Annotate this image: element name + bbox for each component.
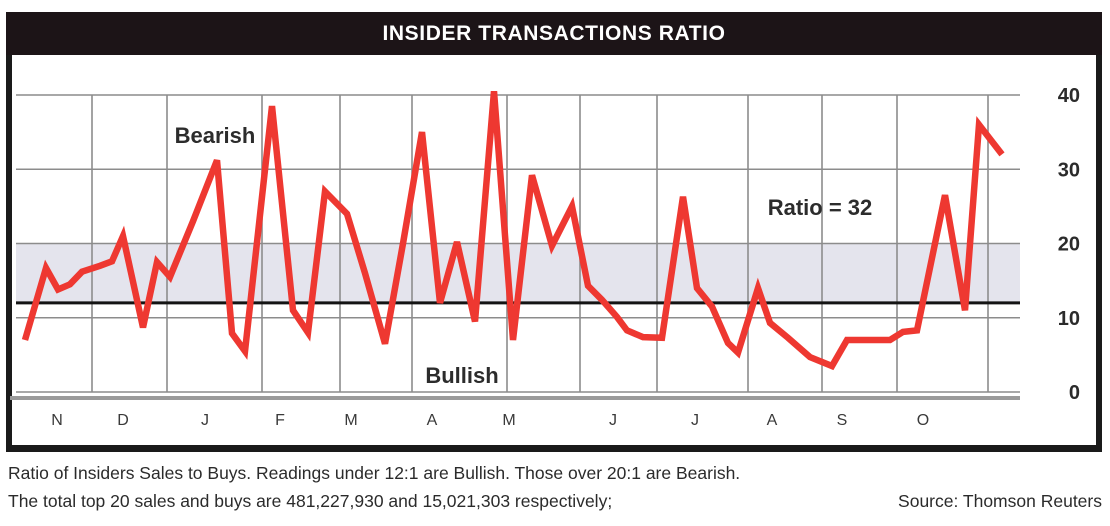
y-tick-label: 30: [1058, 159, 1080, 181]
x-month-label: J: [201, 412, 209, 429]
annotation-ratio-32: Ratio = 32: [768, 195, 873, 220]
ratio-line: [21, 91, 1005, 371]
chart-title-bar: INSIDER TRANSACTIONS RATIO: [6, 12, 1102, 55]
x-month-label: N: [51, 412, 63, 429]
x-month-label: S: [837, 412, 848, 429]
y-tick-label: 20: [1058, 234, 1080, 256]
x-month-label: J: [691, 412, 699, 429]
x-month-label: A: [767, 412, 778, 429]
chart-title: INSIDER TRANSACTIONS RATIO: [382, 21, 726, 45]
annotation-bearish: Bearish: [175, 123, 256, 148]
footnote-line1: Ratio of Insiders Sales to Buys. Reading…: [8, 463, 741, 483]
x-month-label: O: [917, 412, 929, 429]
chart-footnote: Ratio of Insiders Sales to Buys. Reading…: [8, 459, 1102, 515]
y-tick-label: 10: [1058, 308, 1080, 330]
y-tick-label: 0: [1069, 382, 1080, 404]
annotation-bullish: Bullish: [425, 363, 498, 388]
footnote-line2: The total top 20 sales and buys are 481,…: [8, 491, 613, 511]
x-month-label: F: [275, 412, 285, 429]
x-month-label: M: [344, 412, 357, 429]
x-month-label: D: [117, 412, 129, 429]
x-month-label: J: [609, 412, 617, 429]
x-month-label: M: [502, 412, 515, 429]
source-credit: Source: Thomson Reuters: [898, 491, 1102, 511]
x-month-label: A: [427, 412, 438, 429]
y-tick-label: 40: [1058, 85, 1080, 107]
